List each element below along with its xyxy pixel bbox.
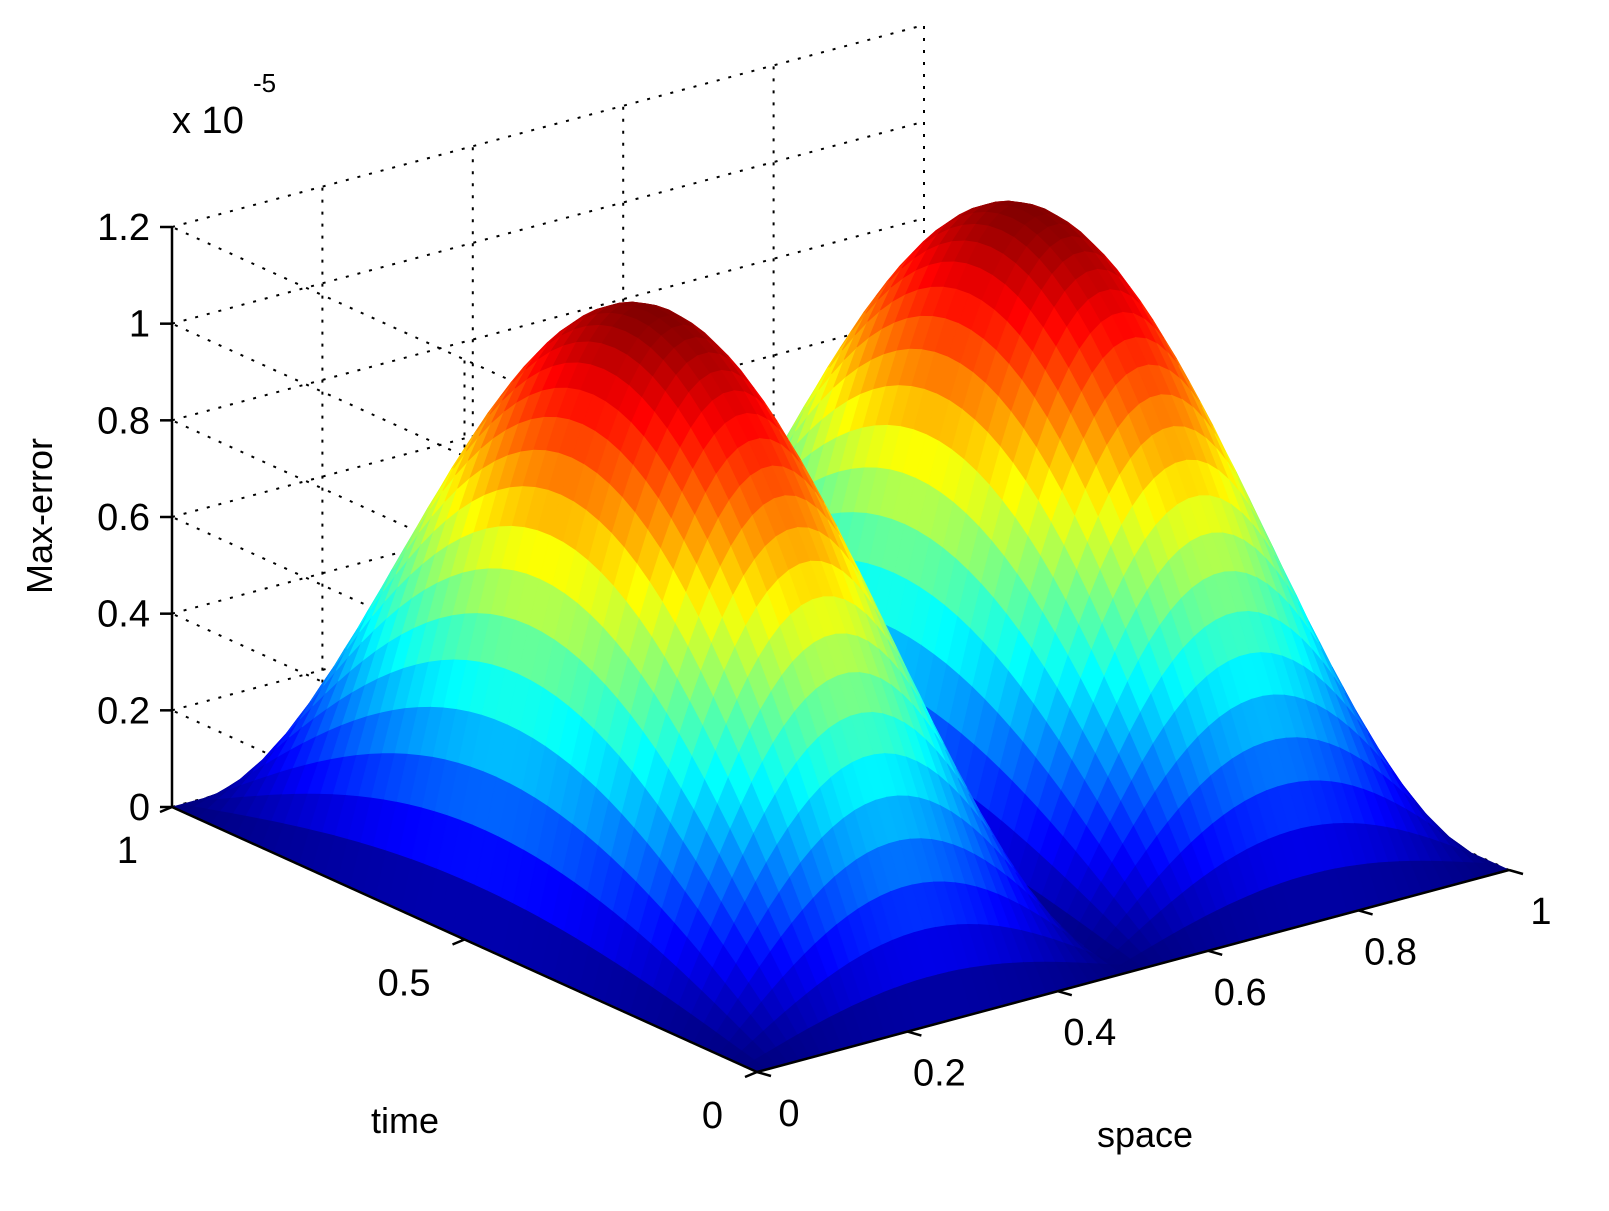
space-axis-line bbox=[756, 868, 1510, 1074]
z-tick-label: 0.8 bbox=[97, 400, 150, 442]
space-tick-label: 1 bbox=[1530, 891, 1551, 933]
y-axis-title: time bbox=[371, 1100, 439, 1141]
space-tick-mark bbox=[1057, 989, 1073, 997]
space-tick-label: 0 bbox=[778, 1093, 799, 1135]
gridline-z-back bbox=[171, 217, 925, 422]
z-tick-label: 0.6 bbox=[97, 497, 150, 539]
space-tick-mark bbox=[1207, 949, 1223, 957]
z-tick-label: 0 bbox=[129, 787, 150, 829]
time-tick-mark bbox=[159, 805, 173, 814]
z-tick-label: 0.4 bbox=[97, 594, 150, 636]
z-tick-label: 1 bbox=[129, 304, 150, 346]
z-tick-label: 0.2 bbox=[97, 690, 150, 732]
gridline-z-back bbox=[171, 24, 925, 228]
space-tick-label: 0.4 bbox=[1063, 1012, 1116, 1054]
space-tick-mark bbox=[1508, 868, 1524, 876]
space-tick-label: 0.6 bbox=[1214, 972, 1267, 1014]
axes bbox=[159, 225, 1524, 1079]
x-axis-title: space bbox=[1097, 1114, 1193, 1155]
space-tick-mark bbox=[1358, 909, 1373, 916]
gridline-z-back bbox=[171, 120, 925, 325]
surface bbox=[170, 200, 1511, 1073]
z-multiplier-exponent: -5 bbox=[253, 68, 276, 98]
time-tick-mark bbox=[452, 938, 465, 946]
space-tick-label: 0.2 bbox=[913, 1053, 966, 1095]
time-tick-label: 1 bbox=[117, 830, 138, 872]
z-axis-title: Max-error bbox=[19, 438, 60, 594]
space-tick-mark bbox=[907, 1030, 922, 1037]
time-tick-label: 0.5 bbox=[378, 963, 431, 1005]
time-tick-mark bbox=[744, 1070, 758, 1079]
z-tick-label: 1.2 bbox=[97, 207, 150, 249]
space-tick-mark bbox=[756, 1070, 772, 1078]
space-tick-label: 0.8 bbox=[1364, 931, 1417, 973]
time-tick-label: 0 bbox=[702, 1095, 723, 1137]
z-multiplier-label: x 10 bbox=[172, 100, 244, 142]
gridline-z-back bbox=[171, 314, 925, 518]
